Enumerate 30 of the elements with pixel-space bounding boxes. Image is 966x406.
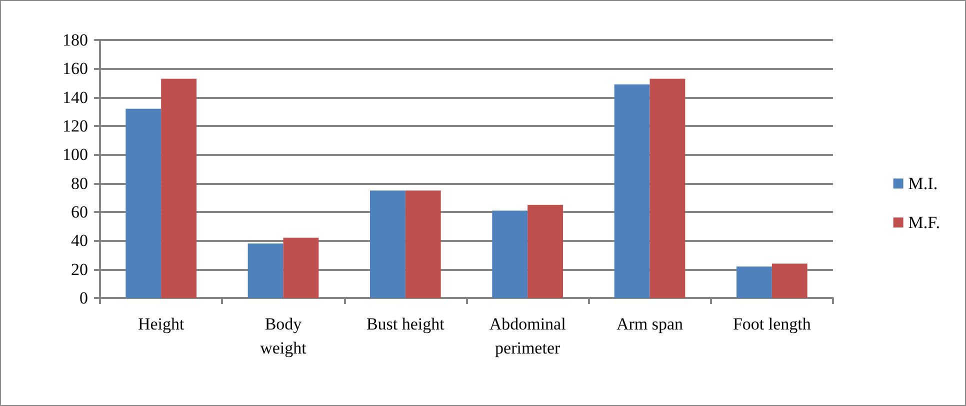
- y-tick-label: 180: [62, 30, 88, 50]
- y-tick-label: 100: [62, 145, 88, 164]
- bar: [650, 78, 686, 298]
- y-tick-label: 140: [62, 88, 88, 107]
- bar: [126, 108, 162, 298]
- bar: [528, 204, 564, 298]
- bar: [405, 190, 441, 298]
- x-tick-label: Bust height: [366, 314, 445, 334]
- x-tick-label: Height: [138, 314, 184, 334]
- y-tick-label: 20: [71, 260, 88, 279]
- bar: [370, 190, 406, 298]
- bar: [161, 78, 197, 298]
- bar: [736, 266, 772, 298]
- x-tick-label: Body weight: [260, 314, 307, 358]
- y-tick-label: 80: [71, 174, 88, 193]
- x-tick-label: Arm span: [616, 314, 684, 334]
- bar: [772, 264, 808, 298]
- y-tick-label: 40: [71, 231, 88, 250]
- bar: [614, 84, 650, 298]
- bar: [283, 238, 319, 298]
- y-tick-label: 120: [62, 116, 88, 136]
- x-tick-label: Abdominal perimeter: [489, 314, 566, 358]
- y-tick-label: 0: [80, 288, 88, 308]
- y-tick-label: 160: [62, 59, 88, 78]
- bar: [248, 244, 284, 298]
- x-tick-label: Foot length: [732, 314, 812, 334]
- legend-label: M.I.: [908, 174, 938, 193]
- bar: [492, 210, 528, 298]
- legend-label: M.F.: [908, 213, 940, 232]
- y-tick-label: 60: [71, 202, 88, 222]
